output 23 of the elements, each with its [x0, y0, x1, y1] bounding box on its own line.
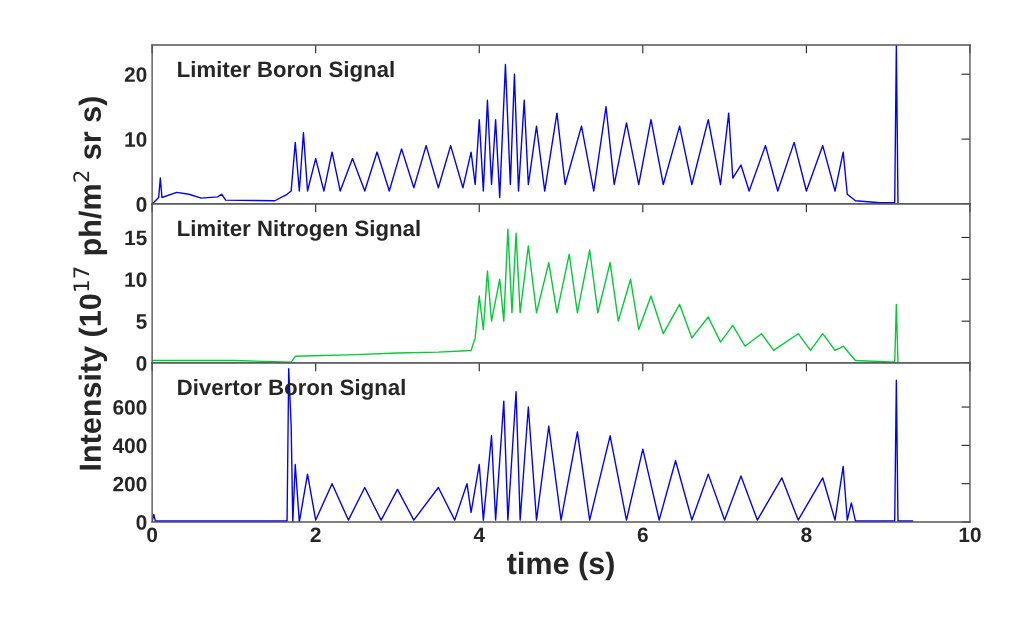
y-tick-label: 10 — [125, 132, 147, 147]
y-tick-label: 5 — [136, 314, 147, 329]
y-axis-title: Intensity (10$^{17}$ ph/m$^{2}$ sr s) — [73, 97, 108, 470]
line-series — [152, 45, 899, 204]
x-tick-label: 8 — [801, 527, 812, 543]
x-tick-label: 6 — [637, 527, 648, 543]
y-tick-label: 0 — [136, 515, 147, 530]
x-tick-label: 10 — [959, 527, 981, 543]
y-tick-label: 10 — [125, 272, 147, 288]
annotation: Limiter Nitrogen Signal — [178, 219, 420, 241]
y-tick-label: 600 — [113, 400, 147, 415]
y-tick-label: 15 — [125, 230, 147, 246]
y-tick-label: 400 — [112, 438, 147, 454]
y-tick-label: 0 — [136, 356, 147, 371]
x-tick-label: 0 — [147, 527, 158, 543]
x-tick-label: 4 — [473, 527, 485, 542]
y-tick-label: 0 — [136, 197, 147, 212]
annotation: Limiter Boron Signal — [178, 60, 394, 82]
y-tick-label: 200 — [113, 476, 147, 492]
y-tick-label: 20 — [124, 67, 147, 82]
x-tick-label: 2 — [310, 527, 321, 542]
line-series — [152, 368, 914, 522]
x-axis-title: time (s) — [507, 551, 614, 581]
